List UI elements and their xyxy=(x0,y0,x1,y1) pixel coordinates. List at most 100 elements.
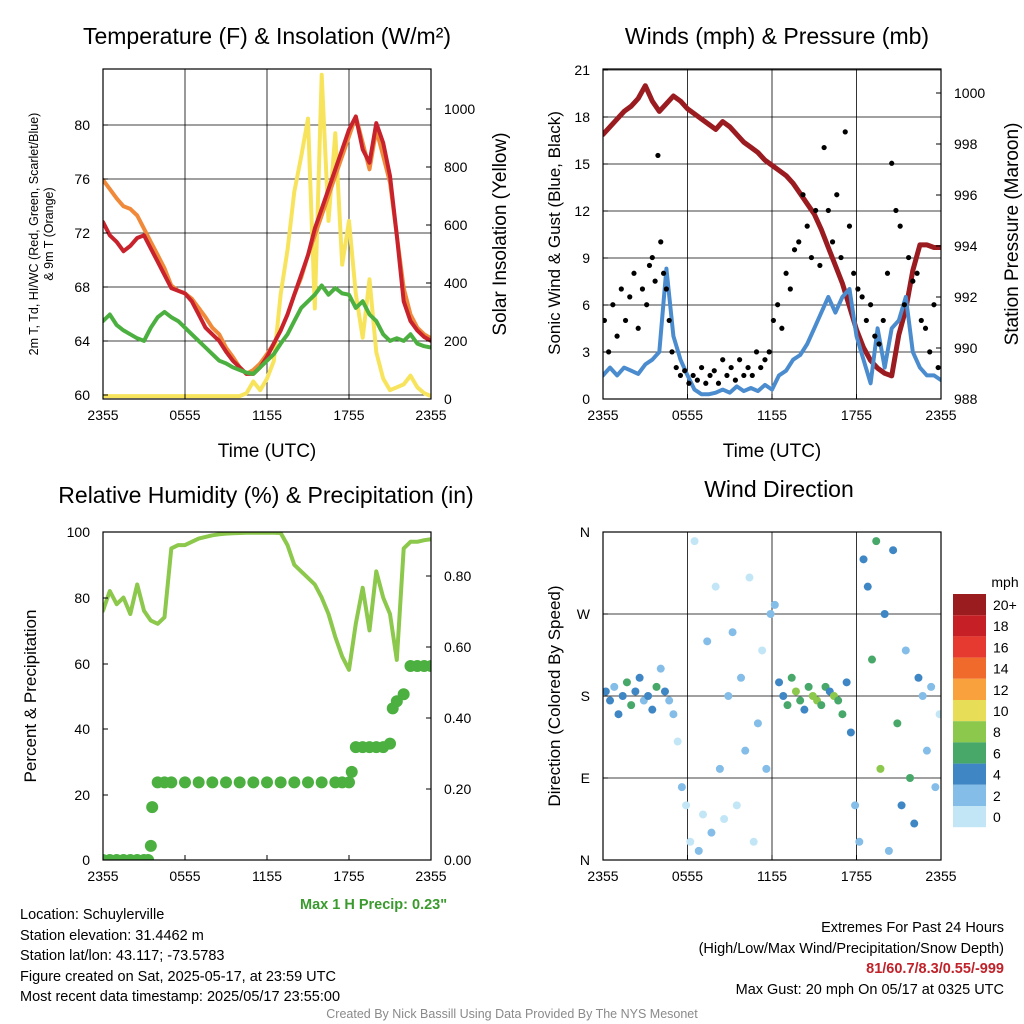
y-tick-label: 21 xyxy=(574,62,590,78)
series-point xyxy=(345,765,358,778)
legend-label: 2 xyxy=(993,788,1001,804)
direction-point xyxy=(889,546,898,555)
x-tick-label: 1755 xyxy=(333,868,364,884)
y-tick-label: 64 xyxy=(74,333,90,349)
series-point xyxy=(666,317,672,324)
series-point xyxy=(649,254,655,261)
series-point xyxy=(897,223,903,229)
y-tick-label: N xyxy=(580,852,590,868)
direction-point xyxy=(682,801,691,810)
max-precip-note: Max 1 H Precip: 0.23" xyxy=(300,897,448,913)
direction-point xyxy=(686,837,695,846)
direction-point xyxy=(804,682,813,691)
direction-point xyxy=(741,746,750,755)
y2-tick-label: 994 xyxy=(954,238,978,254)
series-point xyxy=(846,223,853,229)
series-point xyxy=(618,286,624,292)
series-point xyxy=(711,368,717,374)
series-point xyxy=(728,364,734,371)
series-point xyxy=(677,372,684,379)
series-point xyxy=(838,254,844,261)
extremes-values: 81/60.7/8.3/0.55/-999 xyxy=(866,961,1004,977)
series-point xyxy=(906,254,912,261)
direction-point xyxy=(783,701,792,710)
direction-point xyxy=(703,637,712,646)
direction-point xyxy=(851,801,860,810)
series-point xyxy=(758,364,764,371)
x-tick-label: 0555 xyxy=(169,407,200,423)
y-tick-label: E xyxy=(581,770,590,786)
legend-title: mph xyxy=(991,574,1018,590)
series-point xyxy=(425,660,431,673)
direction-point xyxy=(648,705,657,714)
legend-swatch xyxy=(953,784,986,806)
series-point xyxy=(384,737,396,750)
direction-point xyxy=(901,646,910,655)
elevation-text: Station elevation: 31.4462 m xyxy=(20,927,204,944)
y-tick-label: 20 xyxy=(74,787,90,803)
direction-point xyxy=(732,801,741,810)
series-point xyxy=(901,302,907,308)
y-axis-label: Percent & Precipitation xyxy=(21,610,40,783)
legend-swatch xyxy=(953,594,986,616)
series-point xyxy=(796,239,802,245)
direction-point xyxy=(859,555,868,564)
chart-title: Temperature (F) & Insolation (W/m²) xyxy=(83,23,451,49)
direction-point xyxy=(720,815,729,823)
series-point xyxy=(247,776,260,789)
series-point xyxy=(922,325,929,331)
direction-point xyxy=(644,692,653,700)
direction-point xyxy=(707,828,716,837)
series-point xyxy=(315,776,328,789)
series-point xyxy=(192,776,205,789)
direction-point xyxy=(796,696,805,705)
series-point xyxy=(825,207,831,214)
chart-panel-4: Wind Direction mph 20+ 18 16 14 12 10 8 6 4 2 0 2355 0… xyxy=(545,476,1019,884)
series-point xyxy=(658,239,664,245)
legend-label: 8 xyxy=(993,724,1001,740)
series-point xyxy=(741,372,747,379)
series-point xyxy=(233,776,246,789)
direction-point xyxy=(910,819,919,828)
direction-point xyxy=(834,696,843,705)
series-point xyxy=(851,270,857,276)
legend-label: 0 xyxy=(993,809,1001,825)
legend-swatch xyxy=(953,636,986,658)
direction-point xyxy=(914,673,923,682)
series-point xyxy=(808,254,815,261)
x-axis-label: Time (UTC) xyxy=(218,441,317,462)
direction-point xyxy=(673,737,682,746)
series-point xyxy=(663,286,669,292)
direction-point xyxy=(622,678,631,687)
x-tick-label: 1155 xyxy=(757,407,787,423)
x-tick-label: 1755 xyxy=(841,868,872,884)
series-point xyxy=(927,349,933,355)
series-point xyxy=(821,144,827,151)
direction-point xyxy=(872,537,881,546)
legend-label: 4 xyxy=(993,767,1001,783)
series-point xyxy=(142,854,155,860)
direction-point xyxy=(660,687,669,696)
series-point xyxy=(610,302,616,308)
series-point xyxy=(644,302,650,308)
y-tick-label: 0 xyxy=(82,852,90,868)
series-point xyxy=(635,325,641,331)
series-line xyxy=(103,283,431,376)
series-point xyxy=(144,839,157,852)
direction-point xyxy=(677,783,686,792)
y-tick-label: 15 xyxy=(574,156,590,172)
direction-point xyxy=(745,573,754,582)
series-point xyxy=(206,776,219,789)
series-point xyxy=(737,357,743,363)
y2-tick-label: 992 xyxy=(954,289,978,305)
series-line xyxy=(103,532,431,672)
series-point xyxy=(343,776,355,789)
y-tick-label: W xyxy=(577,606,591,622)
y2-tick-label: 400 xyxy=(444,275,468,291)
plot-area xyxy=(603,83,941,397)
direction-point xyxy=(922,746,931,755)
credit-text: Created By Nick Bassill Using Data Provi… xyxy=(326,1007,698,1021)
series-point xyxy=(603,317,608,324)
direction-point xyxy=(698,810,707,819)
y-tick-label: S xyxy=(581,688,590,704)
